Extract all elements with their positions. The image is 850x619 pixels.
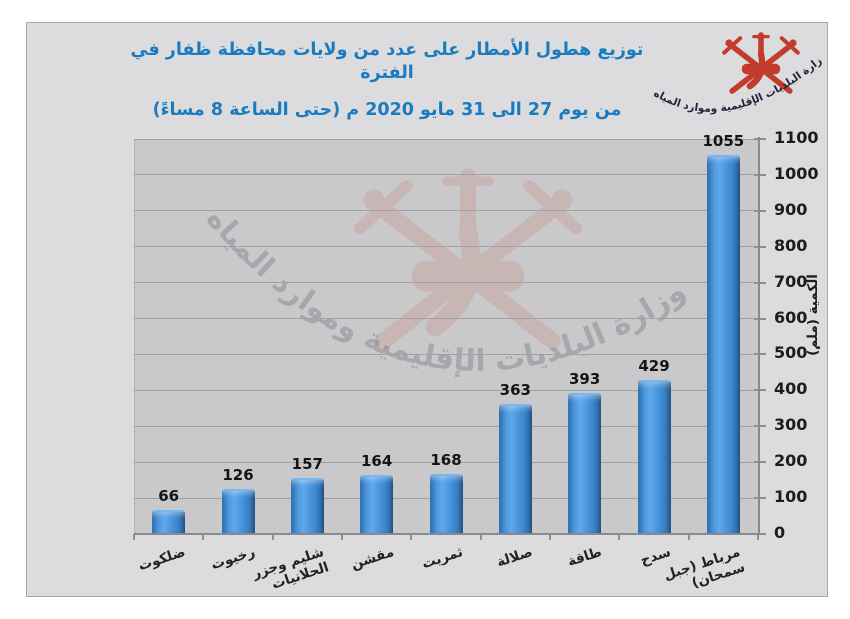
y-axis-tick-label: 200 [774, 451, 808, 471]
x-axis-label-text: مرباط (جبل سمحان) [662, 544, 748, 592]
x-axis-tick [549, 534, 551, 540]
ministry-name-arc: وزارة البلديات الإقليمية وموارد المياه [643, 23, 824, 115]
chart-panel: توزيع هطول الأمطار على عدد من ولايات محا… [26, 22, 828, 597]
x-axis-tick [133, 534, 135, 540]
y-axis-tick-label: 800 [774, 235, 808, 255]
x-axis-label-text: ثمريت [420, 544, 465, 573]
x-axis-label-text: رخيوت [209, 544, 257, 574]
ministry-logo: وزارة البلديات الإقليمية وموارد المياه [643, 23, 824, 115]
watermark-ministry-name: وزارة البلديات الإقليمية وموارد المياه [199, 201, 692, 378]
x-axis-tick [202, 534, 205, 540]
chart-title: توزيع هطول الأمطار على عدد من ولايات محا… [107, 39, 667, 121]
y-axis-tick-label: 100 [774, 487, 808, 507]
y-axis-tick-label: 1000 [774, 163, 819, 183]
y-axis-title: الكمية (ملم) [805, 274, 821, 356]
x-axis-tick [271, 534, 274, 540]
x-axis-label-text: طاقة [565, 544, 604, 570]
y-axis-tick-label: 400 [774, 379, 808, 399]
y-axis-tick-label: 900 [774, 199, 808, 219]
x-axis-tick [687, 534, 690, 540]
x-axis-tick [410, 534, 413, 540]
x-axis-label-text: سدح [638, 544, 673, 569]
watermark: وزارة البلديات الإقليمية وموارد المياه [199, 139, 692, 379]
plot-area: وزارة البلديات الإقليمية وموارد المياه [134, 139, 759, 534]
x-axis-tick [757, 534, 759, 540]
y-axis-tick-label: 0 [774, 523, 786, 542]
watermark-emblem-icon [360, 177, 576, 342]
x-axis-label-text: صلالة [494, 544, 535, 571]
x-axis-tick [341, 534, 343, 540]
y-axis-tick-label: 300 [774, 415, 808, 435]
x-axis-label-text: مقشن [348, 544, 396, 573]
x-axis-tick [618, 534, 621, 540]
chart-title-line1: توزيع هطول الأمطار على عدد من ولايات محا… [130, 40, 644, 83]
x-axis-label-text: ضلكوت [136, 544, 188, 575]
chart-title-line2: من يوم 27 الى 31 مايو 2020 م (حتى الساعة… [152, 99, 622, 120]
x-axis-tick [479, 534, 482, 540]
x-axis-label-text: شليم وجزر الحلانيات [251, 544, 332, 593]
